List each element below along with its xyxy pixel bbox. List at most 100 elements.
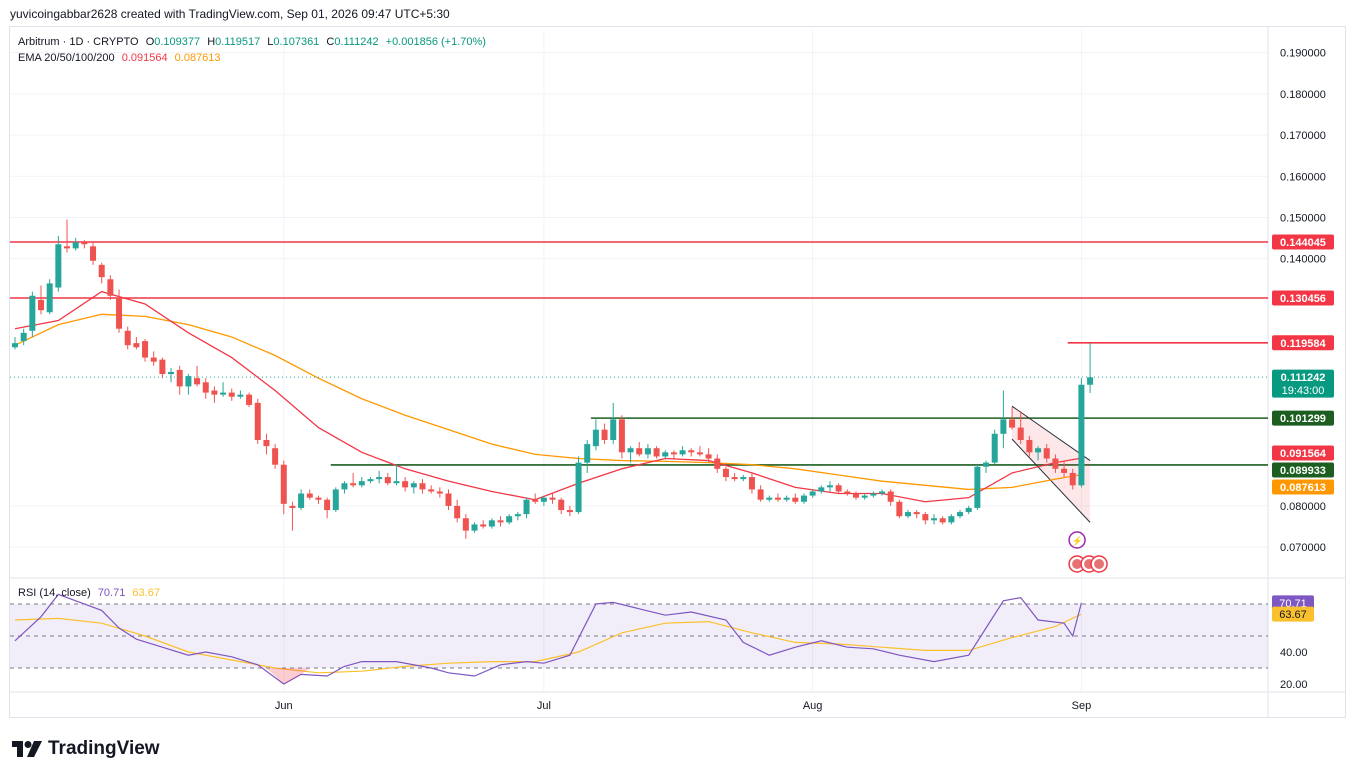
candle-body[interactable] [202, 382, 209, 393]
candle-body[interactable] [826, 485, 833, 488]
candle-body[interactable] [168, 371, 175, 375]
candle-body[interactable] [55, 244, 62, 288]
candle-body[interactable] [948, 516, 955, 523]
candle-body[interactable] [1069, 472, 1076, 486]
candle-body[interactable] [896, 501, 903, 517]
candle-body[interactable] [410, 483, 417, 488]
candle-body[interactable] [809, 491, 816, 496]
candle-body[interactable] [1052, 458, 1059, 469]
candle-body[interactable] [176, 369, 183, 387]
candle-body[interactable] [766, 497, 773, 500]
tradingview-logo[interactable]: TradingView [12, 738, 160, 760]
candle-body[interactable] [64, 246, 71, 249]
candle-body[interactable] [358, 481, 365, 486]
candle-body[interactable] [1043, 448, 1050, 459]
candle-body[interactable] [237, 394, 244, 397]
candle-body[interactable] [1000, 419, 1007, 434]
candle-body[interactable] [722, 468, 729, 478]
candle-body[interactable] [783, 497, 790, 500]
candle-body[interactable] [419, 483, 426, 490]
candle-body[interactable] [991, 433, 998, 463]
candle-body[interactable] [662, 452, 669, 457]
candle-body[interactable] [246, 394, 253, 405]
candle-body[interactable] [38, 299, 45, 311]
candle-body[interactable] [1087, 377, 1094, 385]
candle-body[interactable] [636, 448, 643, 455]
candle-body[interactable] [627, 448, 634, 453]
candle-body[interactable] [81, 242, 88, 245]
candle-body[interactable] [913, 512, 920, 515]
candle-body[interactable] [540, 497, 547, 502]
candle-body[interactable] [20, 332, 27, 342]
candle-body[interactable] [714, 458, 721, 469]
candle-body[interactable] [480, 524, 487, 527]
candle-body[interactable] [393, 481, 400, 484]
candle-body[interactable] [159, 359, 166, 375]
candle-body[interactable] [1009, 419, 1016, 428]
candle-body[interactable] [185, 376, 192, 387]
candle-body[interactable] [90, 246, 97, 261]
candle-body[interactable] [653, 448, 660, 457]
candle-body[interactable] [298, 493, 305, 508]
candle-body[interactable] [107, 279, 114, 296]
candle-body[interactable] [332, 489, 339, 511]
candle-body[interactable] [584, 444, 591, 463]
candle-body[interactable] [462, 518, 469, 531]
candle-body[interactable] [800, 495, 807, 502]
candle-body[interactable] [696, 452, 703, 455]
candle-body[interactable] [905, 512, 912, 517]
candle-body[interactable] [506, 516, 513, 523]
candle-body[interactable] [384, 477, 391, 484]
candle-body[interactable] [471, 524, 478, 531]
candle-body[interactable] [436, 491, 443, 494]
candle-body[interactable] [29, 295, 36, 331]
candle-body[interactable] [965, 507, 972, 513]
candle-body[interactable] [575, 462, 582, 513]
candle-body[interactable] [72, 242, 79, 249]
candle-body[interactable] [1035, 448, 1042, 453]
candle-body[interactable] [740, 477, 747, 480]
channel-lower-line[interactable] [1011, 438, 1091, 523]
candle-body[interactable] [852, 493, 859, 498]
candle-body[interactable] [670, 452, 677, 455]
candle-body[interactable] [116, 297, 123, 329]
channel-upper-line[interactable] [1011, 405, 1091, 461]
candle-body[interactable] [1061, 468, 1068, 473]
candle-body[interactable] [133, 343, 140, 348]
candle-body[interactable] [887, 491, 894, 502]
ema-label[interactable]: EMA 20/50/100/200 [18, 52, 115, 64]
candle-body[interactable] [514, 514, 521, 517]
candle-body[interactable] [861, 495, 868, 498]
candle-body[interactable] [705, 454, 712, 459]
candle-body[interactable] [957, 512, 964, 517]
candle-body[interactable] [194, 378, 201, 385]
candle-body[interactable] [272, 448, 279, 465]
candle-body[interactable] [688, 450, 695, 453]
candle-body[interactable] [324, 499, 331, 511]
candle-body[interactable] [280, 464, 287, 504]
candle-body[interactable] [532, 499, 539, 502]
candle-body[interactable] [211, 390, 218, 395]
candle-body[interactable] [679, 450, 686, 455]
candle-body[interactable] [124, 330, 131, 346]
candle-body[interactable] [618, 419, 625, 453]
candle-body[interactable] [46, 283, 53, 313]
candle-body[interactable] [220, 392, 227, 395]
candle-body[interactable] [306, 493, 313, 498]
candle-body[interactable] [558, 499, 565, 511]
dividend-event-icon[interactable] [1068, 531, 1086, 549]
candle-body[interactable] [341, 483, 348, 490]
candle-body[interactable] [1026, 439, 1033, 453]
candle-body[interactable] [731, 477, 738, 480]
rsi-label[interactable]: RSI (14, close) [18, 587, 91, 599]
candle-body[interactable] [315, 497, 322, 500]
candle-body[interactable] [549, 497, 556, 500]
candle-body[interactable] [402, 481, 409, 488]
candle-body[interactable] [870, 493, 877, 496]
candle-body[interactable] [445, 493, 452, 506]
candle-body[interactable] [974, 466, 981, 508]
candle-body[interactable] [601, 429, 608, 440]
candle-body[interactable] [428, 489, 435, 492]
candle-body[interactable] [983, 462, 990, 467]
